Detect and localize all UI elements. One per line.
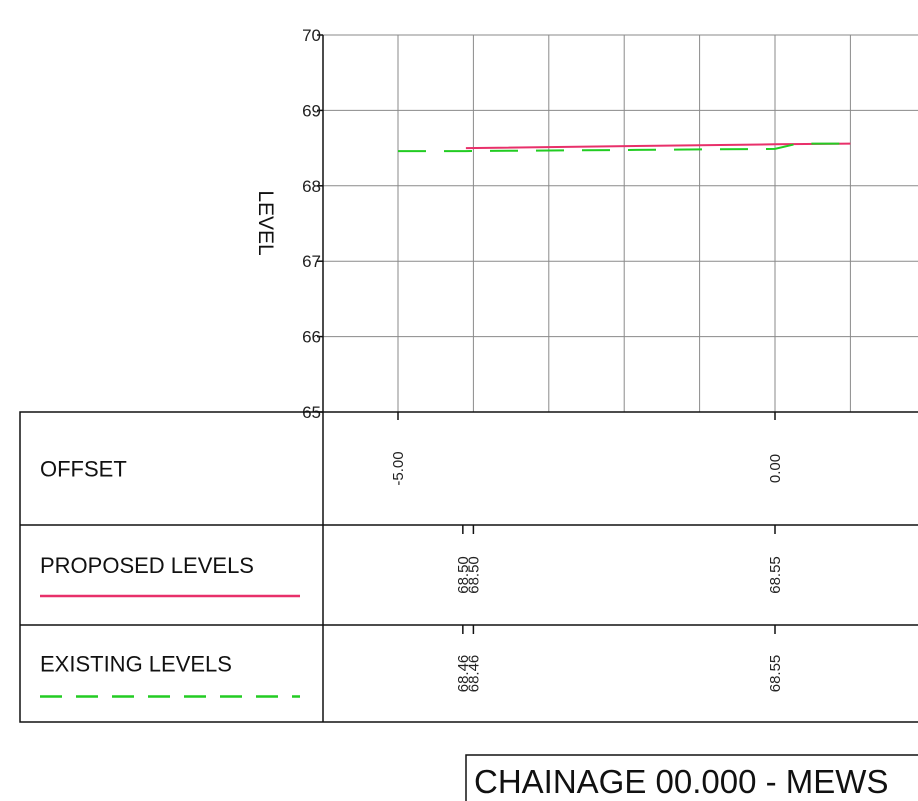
row-label-offset: OFFSET bbox=[40, 457, 127, 482]
y-axis-label: LEVEL bbox=[254, 190, 277, 255]
offset-value-label: -5.00 bbox=[390, 451, 407, 485]
proposed-value-label: 68.50 bbox=[465, 556, 482, 594]
offset-value-label: 0.00 bbox=[767, 454, 784, 483]
existing-value-label: 68.46 bbox=[455, 655, 472, 693]
row-label-proposed: PROPOSED LEVELS bbox=[40, 553, 254, 578]
row-label-existing: EXISTING LEVELS bbox=[40, 652, 232, 677]
series-group bbox=[398, 142, 851, 153]
y-tick-label: 66 bbox=[302, 328, 321, 347]
y-tick-label: 67 bbox=[302, 252, 321, 271]
section-title-box: CHAINAGE 00.000 - MEWS bbox=[465, 754, 918, 801]
proposed-value-label: 68.50 bbox=[455, 556, 472, 594]
title-frame bbox=[465, 754, 918, 801]
plot-grid bbox=[323, 34, 918, 413]
table-frame bbox=[19, 411, 918, 723]
y-tick-label: 69 bbox=[302, 101, 321, 120]
existing-value-label: 68.46 bbox=[465, 655, 482, 693]
y-tick-label: 68 bbox=[302, 177, 321, 196]
proposed-value-label: 68.55 bbox=[767, 556, 784, 594]
existing-value-label: 68.55 bbox=[767, 655, 784, 693]
data-table: OFFSET -5.00 0.00 PROPOSED LEVELS 68.5068.50… bbox=[19, 411, 918, 723]
y-tick-label: 70 bbox=[302, 26, 321, 45]
section-title: CHAINAGE 00.000 - MEWS bbox=[474, 763, 888, 800]
existing-levels-line bbox=[398, 142, 851, 153]
